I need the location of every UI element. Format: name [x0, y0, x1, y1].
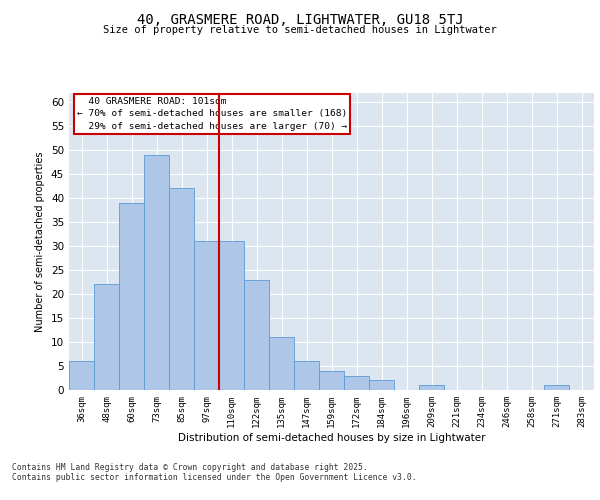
- Text: Contains HM Land Registry data © Crown copyright and database right 2025.: Contains HM Land Registry data © Crown c…: [12, 462, 368, 471]
- Bar: [94, 284, 119, 390]
- Bar: [119, 203, 144, 390]
- Bar: [319, 371, 344, 390]
- Bar: [294, 361, 319, 390]
- Text: 40 GRASMERE ROAD: 101sqm
← 70% of semi-detached houses are smaller (168)
  29% o: 40 GRASMERE ROAD: 101sqm ← 70% of semi-d…: [77, 97, 347, 131]
- Bar: [169, 188, 194, 390]
- Text: Contains public sector information licensed under the Open Government Licence v3: Contains public sector information licen…: [12, 474, 416, 482]
- Text: 40, GRASMERE ROAD, LIGHTWATER, GU18 5TJ: 40, GRASMERE ROAD, LIGHTWATER, GU18 5TJ: [137, 12, 463, 26]
- Bar: [69, 361, 94, 390]
- Bar: [419, 385, 444, 390]
- Text: Size of property relative to semi-detached houses in Lightwater: Size of property relative to semi-detach…: [103, 25, 497, 35]
- Y-axis label: Number of semi-detached properties: Number of semi-detached properties: [35, 151, 46, 332]
- X-axis label: Distribution of semi-detached houses by size in Lightwater: Distribution of semi-detached houses by …: [178, 432, 485, 442]
- Bar: [369, 380, 394, 390]
- Bar: [244, 280, 269, 390]
- Bar: [344, 376, 369, 390]
- Bar: [544, 385, 569, 390]
- Bar: [269, 337, 294, 390]
- Bar: [144, 155, 169, 390]
- Bar: [194, 242, 219, 390]
- Bar: [219, 242, 244, 390]
